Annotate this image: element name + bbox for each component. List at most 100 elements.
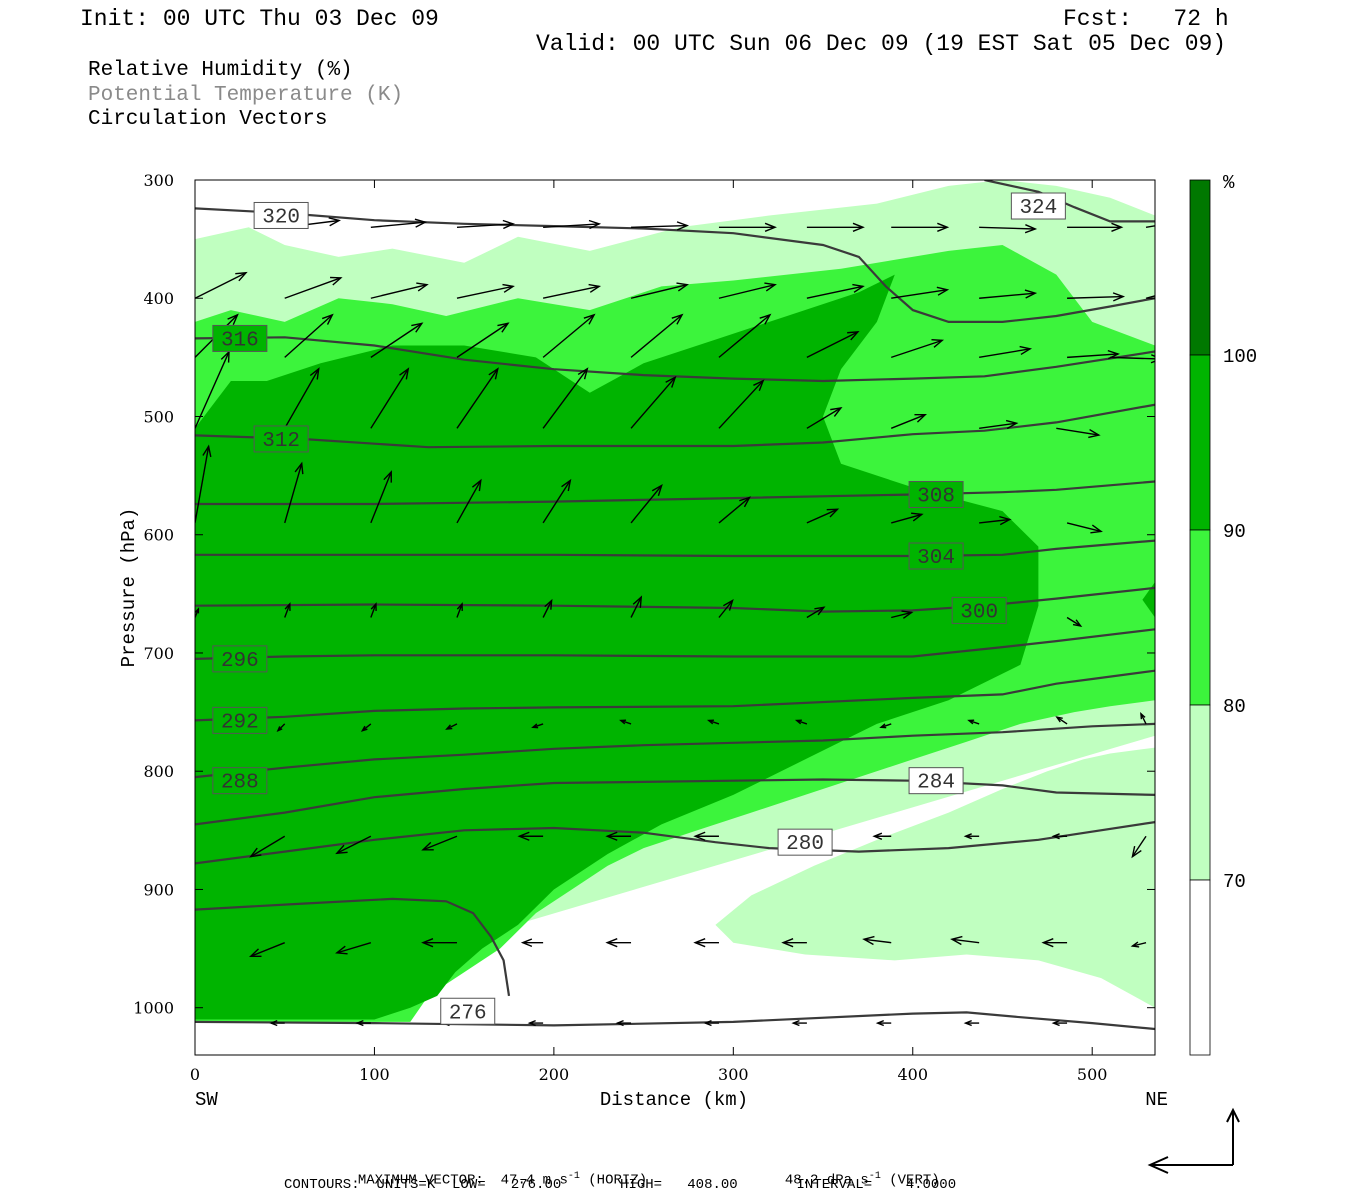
x-end-right-label: NE bbox=[1145, 1089, 1168, 1111]
vector-shaft bbox=[370, 471, 392, 524]
isentrope-label-box bbox=[951, 596, 1007, 624]
circulation-vector bbox=[891, 339, 945, 359]
isentrope-label: 280 bbox=[786, 833, 824, 856]
y-tick-label: 300 bbox=[143, 171, 174, 190]
circulation-vector bbox=[630, 282, 689, 299]
x-tick-label: 0 bbox=[190, 1065, 200, 1084]
vector-head bbox=[852, 283, 865, 293]
circulation-vector bbox=[891, 512, 924, 524]
rh-region-90-100 bbox=[1142, 582, 1155, 618]
vector-head bbox=[520, 938, 533, 947]
x-tick-label: 500 bbox=[1077, 1065, 1108, 1084]
circulation-vector bbox=[718, 496, 752, 524]
circulation-vector bbox=[979, 289, 1038, 299]
vector-head bbox=[456, 602, 463, 611]
isentrope-label-box bbox=[908, 767, 964, 795]
circulation-vector bbox=[630, 313, 684, 358]
circulation-vector bbox=[445, 723, 458, 730]
vector-shaft bbox=[284, 368, 320, 429]
circulation-vector bbox=[542, 313, 596, 358]
vector-shaft bbox=[370, 221, 426, 228]
max-vector-vert-note: 48.2 dPa s-1 (VERT) bbox=[768, 1158, 940, 1188]
x-axis-label: Distance (km) bbox=[600, 1089, 748, 1111]
vector-head bbox=[753, 379, 765, 392]
vector-shaft bbox=[806, 285, 864, 299]
circulation-vector bbox=[456, 322, 510, 358]
vector-shaft bbox=[250, 942, 285, 957]
vector-shaft bbox=[718, 496, 751, 524]
circulation-vector bbox=[421, 835, 458, 851]
vector-shaft bbox=[630, 485, 663, 524]
vector-shaft bbox=[456, 223, 514, 228]
vector-head bbox=[355, 1019, 364, 1027]
vector-head bbox=[950, 935, 963, 946]
vector-head bbox=[577, 367, 589, 380]
circulation-vector bbox=[269, 1019, 285, 1027]
vector-shaft bbox=[1066, 616, 1082, 627]
vector-head bbox=[284, 602, 291, 611]
vector-shaft bbox=[806, 407, 842, 429]
circulation-vector bbox=[791, 1019, 807, 1027]
circulation-vector bbox=[520, 938, 544, 947]
circulation-vector bbox=[456, 219, 515, 230]
circulation-vector bbox=[718, 313, 772, 358]
vector-shaft bbox=[1140, 713, 1147, 725]
vector-shaft bbox=[630, 376, 676, 429]
circulation-vector bbox=[950, 935, 980, 946]
y-tick-label: 500 bbox=[143, 407, 174, 426]
circulation-vector bbox=[284, 313, 334, 358]
vector-head bbox=[416, 282, 429, 292]
vector-head bbox=[911, 512, 924, 522]
isentrope-label-box bbox=[908, 481, 964, 509]
vector-shaft bbox=[979, 292, 1036, 299]
isentrope-label-box bbox=[440, 997, 496, 1025]
circulation-vector bbox=[872, 832, 892, 840]
vector-shaft bbox=[336, 941, 372, 954]
circulation-vectors bbox=[195, 217, 1155, 1027]
vector-shaft bbox=[370, 368, 409, 429]
vector-head bbox=[370, 602, 377, 611]
vector-shaft bbox=[336, 835, 372, 854]
x-tick-label: 400 bbox=[897, 1065, 928, 1084]
circulation-vector bbox=[806, 331, 860, 358]
circulation-vector bbox=[806, 406, 843, 429]
circulation-vector bbox=[875, 1019, 892, 1027]
vector-head bbox=[1088, 428, 1101, 439]
circulation-vector bbox=[605, 831, 632, 841]
isentrope-label: 320 bbox=[262, 206, 300, 229]
isentrope-label: 276 bbox=[449, 1002, 487, 1025]
vector-head bbox=[269, 1019, 278, 1027]
circulation-vector bbox=[370, 367, 410, 429]
relative-humidity-fill bbox=[195, 180, 1155, 1022]
vector-head bbox=[703, 1019, 712, 1027]
circulation-vector bbox=[979, 224, 1038, 234]
circulation-vector bbox=[703, 1019, 719, 1027]
rh-region-90-100 bbox=[195, 274, 1039, 1020]
vector-head bbox=[471, 478, 482, 492]
isentrope-280 bbox=[195, 897, 511, 997]
vector-head bbox=[383, 470, 392, 483]
vector-head bbox=[875, 1019, 885, 1027]
vector-head bbox=[1130, 941, 1140, 948]
vector-head bbox=[294, 461, 304, 475]
circulation-vector bbox=[527, 1019, 544, 1027]
isentrope-label-box bbox=[212, 645, 268, 673]
vector-shaft bbox=[891, 611, 912, 619]
vector-head bbox=[249, 847, 262, 858]
vector-shaft bbox=[456, 322, 509, 358]
circulation-vector bbox=[542, 598, 553, 618]
vector-head bbox=[488, 367, 499, 380]
contours-note: CONTOURS: UNITS=K LOW= 276.00 HIGH= 408.… bbox=[284, 1177, 957, 1193]
circulation-vector bbox=[1067, 292, 1126, 302]
contour-labels: 276 280 284 288 292 296 300 304 308 312 316 320 324 bbox=[212, 192, 1066, 1025]
circulation-vector bbox=[1066, 522, 1103, 534]
circulation-vector bbox=[195, 444, 212, 524]
vector-shaft bbox=[718, 600, 734, 618]
circulation-vector bbox=[963, 1019, 980, 1027]
vector-head bbox=[328, 217, 341, 227]
circulation-vector bbox=[891, 222, 950, 232]
colorbar-level-label: 90 bbox=[1223, 521, 1246, 543]
axes: 300 400 500 600 700 800 900 1000 0 100 200 300 400 50… bbox=[118, 171, 1168, 1111]
circulation-vector bbox=[370, 602, 377, 618]
circulation-vector bbox=[1041, 938, 1068, 948]
